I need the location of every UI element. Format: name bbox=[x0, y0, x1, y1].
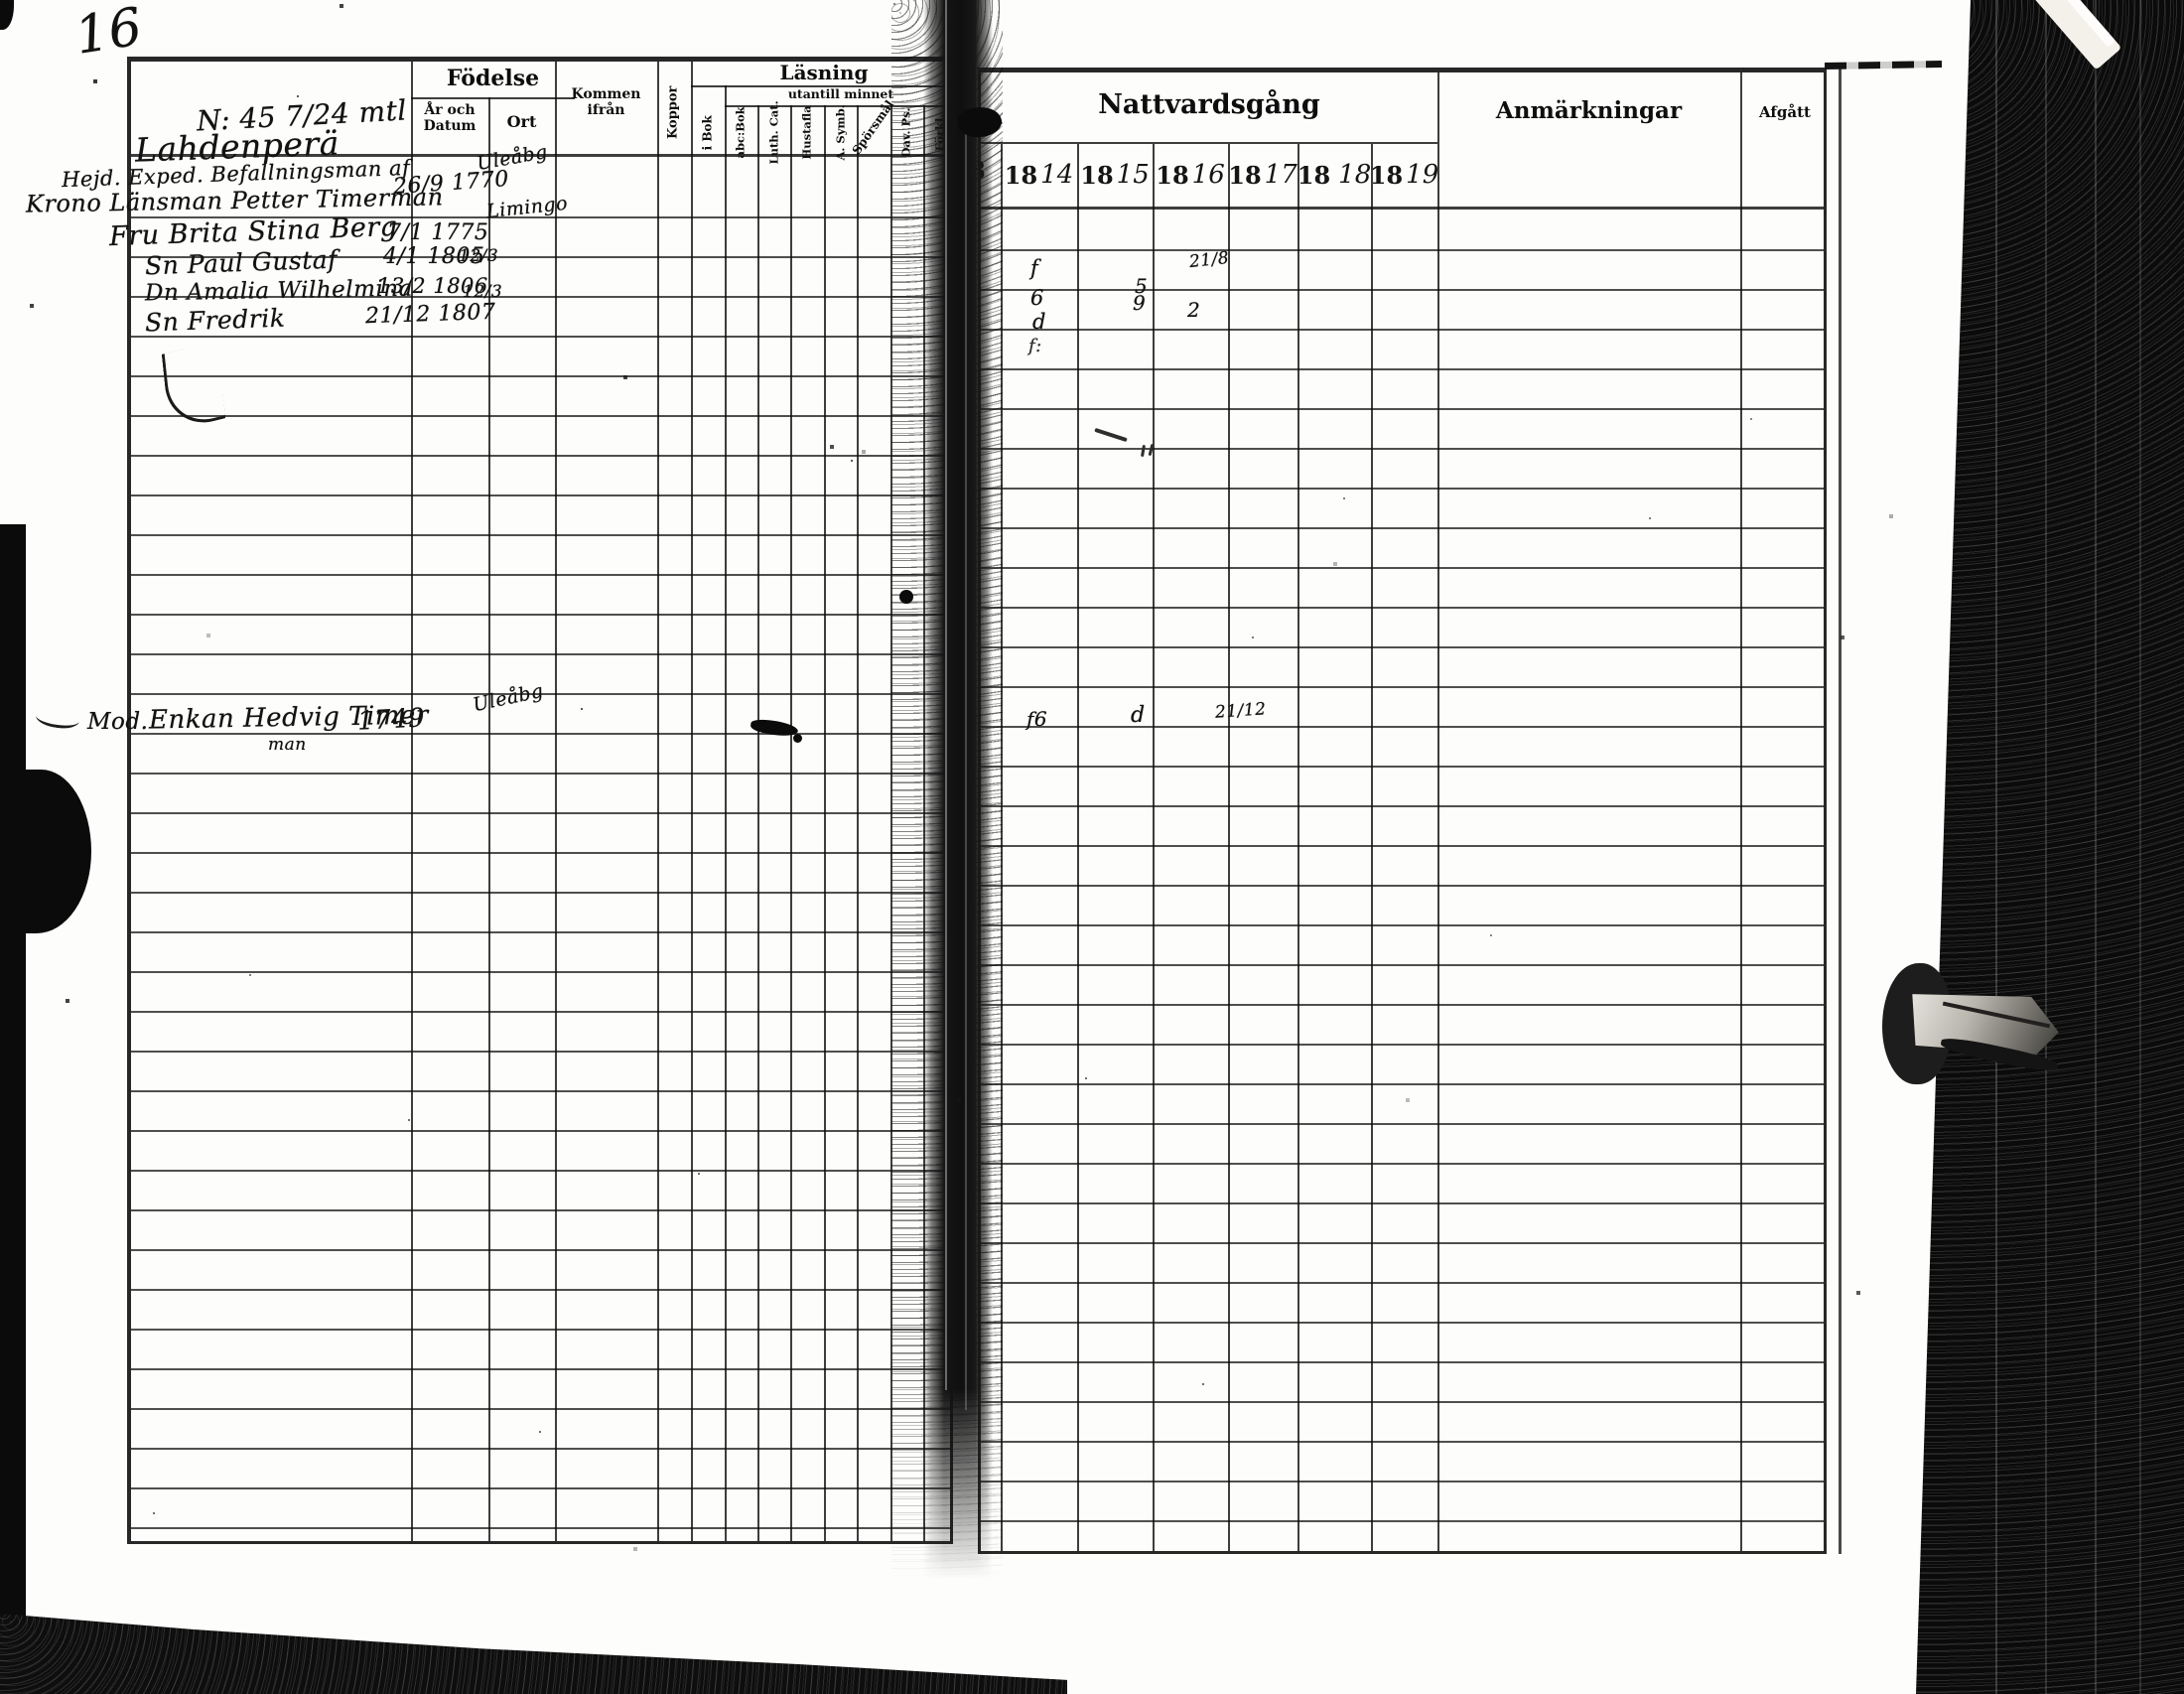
year-cell-1817: 18 17 bbox=[1228, 144, 1297, 206]
column-header-anmarkningar: Anmärkningar bbox=[1495, 97, 1683, 124]
column-header-koppor: Koppor bbox=[665, 85, 681, 139]
year-cell-1816: 18 16 bbox=[1153, 144, 1228, 206]
communion-mark: 21/8 bbox=[1188, 247, 1231, 273]
communion-mark: 5 bbox=[1135, 274, 1149, 298]
year-cell-1814: 18 14 bbox=[1001, 144, 1077, 206]
edge-texture bbox=[1916, 0, 2184, 1694]
right-page-table: Nattvardsgång Anmärkningar Afgått 8 1814… bbox=[969, 68, 1827, 1554]
left-table-row-lines bbox=[131, 179, 950, 1541]
communion-mark: 6 bbox=[1030, 286, 1044, 310]
column-header-ort: Ort bbox=[506, 112, 537, 131]
year-written: 14 bbox=[1040, 160, 1074, 190]
bottom-page-edge bbox=[0, 1614, 1067, 1694]
grid-hline bbox=[725, 105, 957, 107]
year-written: 19 bbox=[1406, 160, 1439, 190]
entry-birth-date: 13/2 1806 bbox=[377, 274, 488, 298]
grid-vline bbox=[1839, 68, 1842, 1554]
year-printed: 18 bbox=[1297, 160, 1331, 190]
year-cell-1815: 18 15 bbox=[1077, 144, 1153, 206]
grid-hline bbox=[691, 85, 957, 87]
column-header-hustafla: Hustafla bbox=[799, 105, 814, 160]
edge-streak bbox=[2045, 0, 2047, 1694]
ink-dot bbox=[793, 734, 802, 743]
column-header-abc-bok: abc:Bok bbox=[733, 106, 748, 159]
entry-name: Dn Amalia Wilhelmina bbox=[144, 275, 414, 307]
book-clasp bbox=[1882, 951, 2081, 1105]
column-header-luth-cat: Luth. Cat. bbox=[766, 100, 781, 165]
entry-birth-date: 4/1 1805 bbox=[383, 244, 485, 269]
communion-mark: 21/12 bbox=[1214, 699, 1268, 723]
left-book-edge bbox=[0, 524, 26, 1694]
corner-nick bbox=[0, 0, 14, 30]
edge-streak bbox=[2095, 0, 2097, 1694]
year-printed: 18 bbox=[1228, 160, 1262, 190]
year-written: 17 bbox=[1264, 160, 1297, 190]
entry-note: 12/3 bbox=[459, 246, 499, 266]
column-subheader-utantill-minnet: utantill minnet bbox=[787, 86, 894, 101]
year-written: 15 bbox=[1116, 160, 1150, 190]
communion-mark: f6 bbox=[1026, 707, 1048, 731]
year-printed: 18 bbox=[1080, 160, 1114, 190]
communion-mark: f: bbox=[1028, 336, 1042, 356]
column-header-lasning: Läsning bbox=[779, 61, 869, 84]
column-header-kommen-ifran: Kommen ifrån bbox=[571, 86, 641, 118]
communion-mark: d bbox=[1131, 703, 1146, 728]
column-header-a-symb: A. Symb. bbox=[833, 104, 848, 161]
year-written: 16 bbox=[1191, 160, 1225, 190]
book-spine-shadow bbox=[923, 0, 993, 1579]
year-cell-1818: 18 18 bbox=[1297, 144, 1372, 206]
communion-mark: 9 bbox=[1133, 291, 1147, 315]
spine-highlight-streak bbox=[945, 0, 947, 1390]
margin-pen-squiggle bbox=[34, 706, 81, 731]
communion-mark: 2 bbox=[1187, 298, 1201, 322]
spine-highlight-streak bbox=[965, 119, 967, 1410]
column-header-afgatt: Afgått bbox=[1759, 103, 1811, 121]
right-scan-background bbox=[1916, 0, 2184, 1694]
edge-streak bbox=[2139, 0, 2141, 1694]
entry-birth-date: 21/12 1807 bbox=[364, 299, 496, 330]
entry-birth-date: 7/1 1775 bbox=[387, 220, 489, 245]
year-written: 18 bbox=[1338, 160, 1372, 190]
column-header-nattvardsgang: Nattvardsgång bbox=[1098, 89, 1320, 120]
ink-dot bbox=[899, 590, 913, 604]
year-printed: 18 bbox=[1004, 160, 1038, 190]
column-header-i-bok: i Bok bbox=[700, 115, 715, 151]
header-body-divider bbox=[981, 207, 1824, 210]
right-table-row-lines bbox=[981, 212, 1824, 1551]
entry-name: Sn Fredrik bbox=[144, 303, 286, 338]
grid-hline bbox=[981, 142, 1437, 144]
communion-mark: d bbox=[1032, 310, 1046, 334]
entry-note: 12/3 bbox=[463, 282, 503, 302]
edge-texture bbox=[0, 1614, 1067, 1694]
ink-bleed-line bbox=[1824, 60, 1943, 71]
edge-streak bbox=[1995, 0, 1997, 1694]
grid-hline bbox=[411, 97, 575, 99]
communion-mark: f bbox=[1030, 256, 1039, 280]
entry-prefix: Mod. bbox=[87, 709, 149, 735]
entry-birth-date: 1749 bbox=[356, 703, 426, 737]
year-printed: 18 bbox=[1369, 160, 1404, 190]
entry-name-continuation: man bbox=[268, 735, 307, 755]
column-header-ar-och-datum: År och Datum bbox=[423, 102, 477, 134]
page-number: 16 bbox=[70, 0, 147, 67]
column-header-fodelse: Födelse bbox=[446, 66, 540, 91]
year-cell-1819: 18 19 bbox=[1369, 144, 1439, 206]
header-body-divider bbox=[131, 154, 950, 157]
year-printed: 18 bbox=[1156, 160, 1189, 190]
left-edge-blob bbox=[0, 770, 91, 933]
